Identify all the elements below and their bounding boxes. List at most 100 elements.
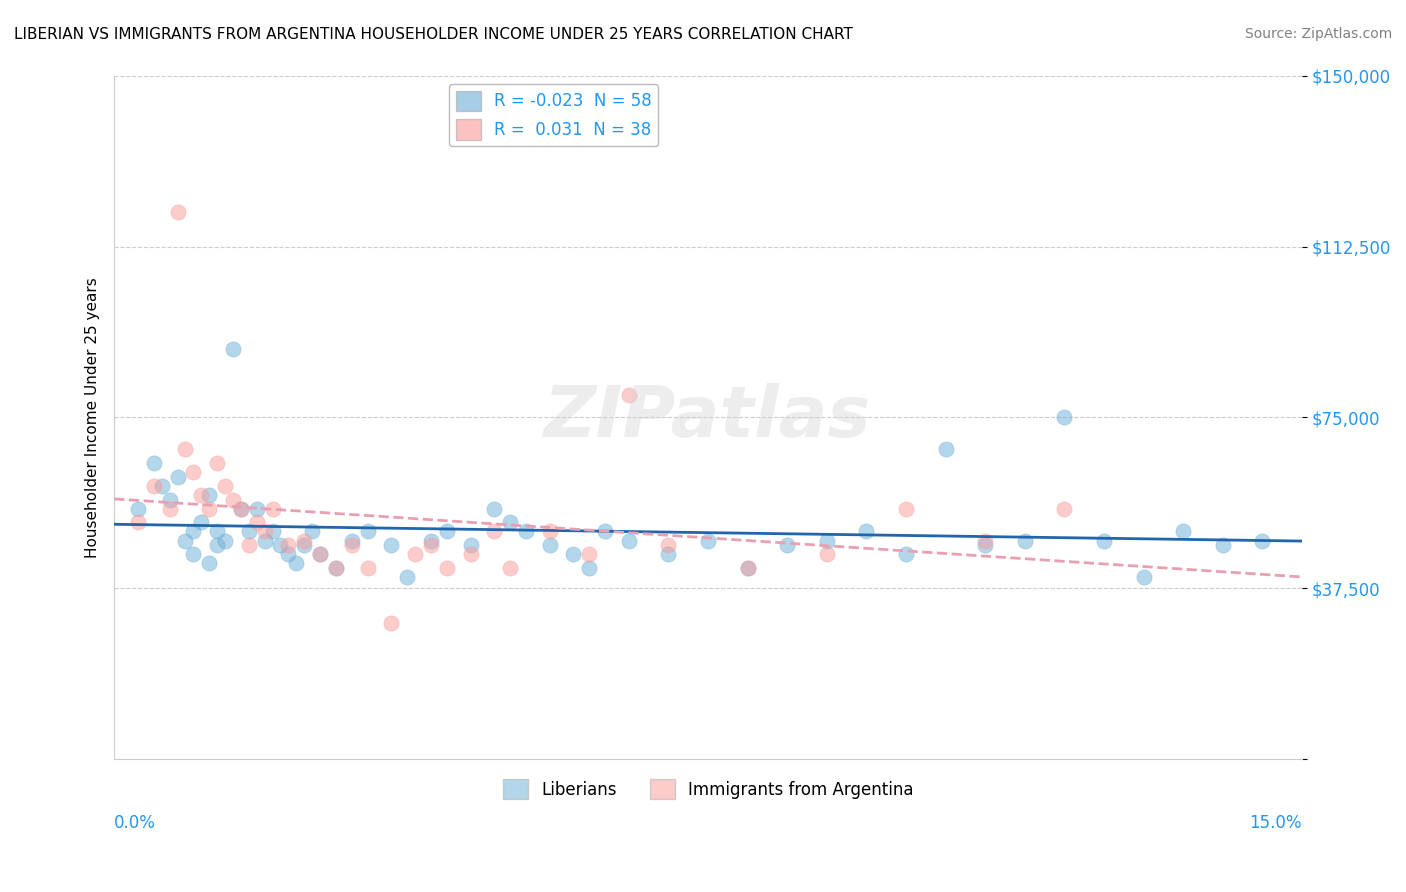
Point bbox=[292, 533, 315, 548]
Point bbox=[142, 479, 165, 493]
Point bbox=[894, 547, 917, 561]
Point bbox=[697, 533, 720, 548]
Point bbox=[198, 488, 221, 502]
Point bbox=[253, 533, 276, 548]
Point bbox=[617, 533, 640, 548]
Point bbox=[214, 533, 236, 548]
Point bbox=[159, 492, 181, 507]
Point bbox=[538, 524, 561, 539]
Point bbox=[174, 442, 197, 457]
Point bbox=[166, 205, 188, 219]
Point bbox=[538, 538, 561, 552]
Text: LIBERIAN VS IMMIGRANTS FROM ARGENTINA HOUSEHOLDER INCOME UNDER 25 YEARS CORRELAT: LIBERIAN VS IMMIGRANTS FROM ARGENTINA HO… bbox=[14, 27, 853, 42]
Text: Source: ZipAtlas.com: Source: ZipAtlas.com bbox=[1244, 27, 1392, 41]
Point bbox=[436, 561, 458, 575]
Point bbox=[499, 516, 522, 530]
Point bbox=[1171, 524, 1194, 539]
Point bbox=[262, 501, 284, 516]
Point bbox=[277, 538, 299, 552]
Point bbox=[309, 547, 332, 561]
Point bbox=[277, 547, 299, 561]
Point bbox=[205, 524, 228, 539]
Point bbox=[325, 561, 347, 575]
Point bbox=[578, 547, 600, 561]
Point bbox=[419, 538, 441, 552]
Point bbox=[222, 342, 245, 356]
Point bbox=[238, 524, 260, 539]
Point bbox=[1212, 538, 1234, 552]
Point bbox=[460, 538, 482, 552]
Point bbox=[214, 479, 236, 493]
Point bbox=[183, 547, 205, 561]
Text: 0.0%: 0.0% bbox=[114, 814, 156, 832]
Point bbox=[190, 516, 212, 530]
Point bbox=[776, 538, 799, 552]
Point bbox=[309, 547, 332, 561]
Point bbox=[205, 456, 228, 470]
Point bbox=[1014, 533, 1036, 548]
Point bbox=[578, 561, 600, 575]
Y-axis label: Householder Income Under 25 years: Householder Income Under 25 years bbox=[86, 277, 100, 558]
Point bbox=[894, 501, 917, 516]
Point bbox=[1053, 410, 1076, 425]
Point bbox=[253, 524, 276, 539]
Point bbox=[183, 465, 205, 479]
Point bbox=[301, 524, 323, 539]
Text: 15.0%: 15.0% bbox=[1250, 814, 1302, 832]
Point bbox=[340, 533, 363, 548]
Point bbox=[142, 456, 165, 470]
Point bbox=[935, 442, 957, 457]
Legend: Liberians, Immigrants from Argentina: Liberians, Immigrants from Argentina bbox=[496, 772, 920, 805]
Point bbox=[404, 547, 426, 561]
Point bbox=[229, 501, 252, 516]
Point bbox=[340, 538, 363, 552]
Point bbox=[285, 557, 308, 571]
Point bbox=[460, 547, 482, 561]
Point bbox=[419, 533, 441, 548]
Point bbox=[269, 538, 291, 552]
Point bbox=[262, 524, 284, 539]
Point bbox=[974, 538, 997, 552]
Point bbox=[190, 488, 212, 502]
Point bbox=[325, 561, 347, 575]
Point bbox=[159, 501, 181, 516]
Point bbox=[815, 533, 838, 548]
Point bbox=[150, 479, 173, 493]
Point bbox=[356, 561, 378, 575]
Point bbox=[198, 557, 221, 571]
Point bbox=[436, 524, 458, 539]
Point bbox=[183, 524, 205, 539]
Point bbox=[229, 501, 252, 516]
Point bbox=[174, 533, 197, 548]
Point bbox=[1251, 533, 1274, 548]
Point bbox=[198, 501, 221, 516]
Point bbox=[380, 615, 402, 630]
Point bbox=[127, 501, 149, 516]
Point bbox=[617, 387, 640, 401]
Point bbox=[657, 538, 679, 552]
Point bbox=[562, 547, 585, 561]
Point bbox=[737, 561, 759, 575]
Point bbox=[1132, 570, 1154, 584]
Point bbox=[396, 570, 419, 584]
Point bbox=[737, 561, 759, 575]
Point bbox=[238, 538, 260, 552]
Text: ZIPatlas: ZIPatlas bbox=[544, 383, 872, 452]
Point bbox=[1053, 501, 1076, 516]
Point bbox=[484, 501, 506, 516]
Point bbox=[127, 516, 149, 530]
Point bbox=[380, 538, 402, 552]
Point bbox=[499, 561, 522, 575]
Point bbox=[356, 524, 378, 539]
Point bbox=[166, 469, 188, 483]
Point bbox=[657, 547, 679, 561]
Point bbox=[205, 538, 228, 552]
Point bbox=[515, 524, 537, 539]
Point bbox=[815, 547, 838, 561]
Point bbox=[1092, 533, 1115, 548]
Point bbox=[246, 516, 269, 530]
Point bbox=[222, 492, 245, 507]
Point bbox=[246, 501, 269, 516]
Point bbox=[484, 524, 506, 539]
Point bbox=[855, 524, 877, 539]
